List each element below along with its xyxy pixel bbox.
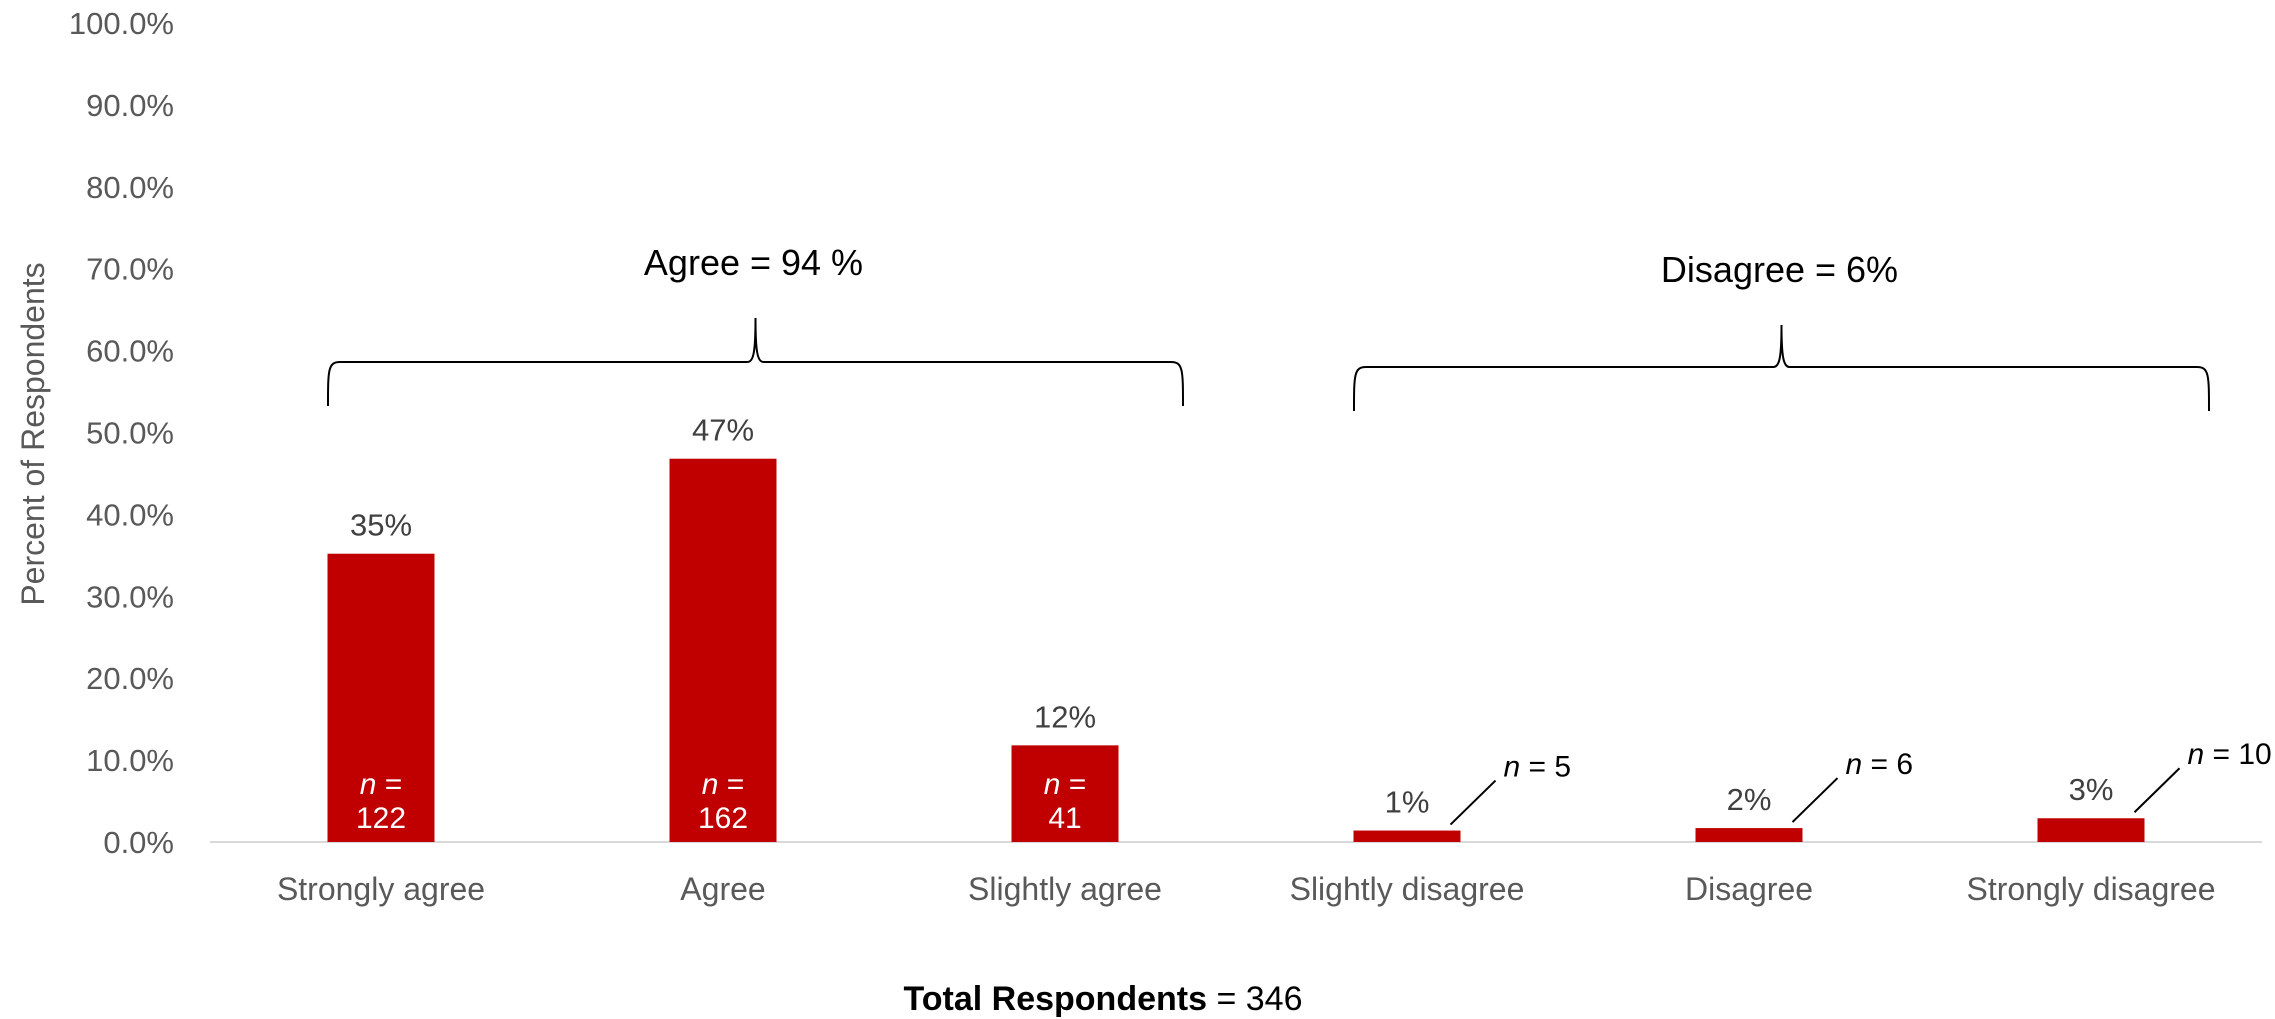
group-label: Disagree = 6% <box>1661 249 1898 290</box>
y-tick-label: 20.0% <box>86 661 174 696</box>
y-tick-label: 90.0% <box>86 88 174 123</box>
count-leader-line <box>1449 779 1497 826</box>
y-axis-ticks: 0.0% 10.0% 20.0% 30.0% 40.0% 50.0% 60.0% 70.0% 8… <box>69 6 174 860</box>
total-respondents-value: = 346 <box>1207 980 1302 1018</box>
y-tick-label: 10.0% <box>86 743 174 778</box>
bar-count-label: n = <box>1044 768 1087 801</box>
x-category-label: Slightly agree <box>968 871 1162 907</box>
group-brace <box>1353 324 2210 412</box>
y-tick-label: 30.0% <box>86 579 174 614</box>
group-brace <box>327 317 1184 407</box>
x-category-label: Disagree <box>1685 871 1813 907</box>
y-tick-label: 80.0% <box>86 170 174 205</box>
x-category-label: Agree <box>680 871 765 907</box>
total-respondents: Total Respondents = 346 <box>904 980 1303 1018</box>
bar-percent-label: 2% <box>1727 782 1772 817</box>
bar-count-label: n = <box>702 768 745 801</box>
bar-count-label: n = 5 <box>1504 751 1572 784</box>
bar-count-label: n = 10 <box>2188 738 2272 771</box>
bar-count-value: 122 <box>356 802 406 835</box>
bar-count-value: 162 <box>698 802 748 835</box>
bar-percent-label: 35% <box>350 508 412 543</box>
total-respondents-label: Total Respondents <box>904 980 1208 1018</box>
bar <box>327 553 435 842</box>
group-annotations: Agree = 94 % Disagree = 6% <box>327 242 2210 412</box>
y-tick-label: 0.0% <box>103 825 174 860</box>
x-category-label: Slightly disagree <box>1290 871 1525 907</box>
bar-percent-label: 3% <box>2069 772 2114 807</box>
y-tick-label: 50.0% <box>86 416 174 451</box>
bar <box>2037 818 2145 842</box>
y-axis-label: Percent of Respondents <box>15 262 51 605</box>
bar <box>1695 828 1803 842</box>
bar <box>1011 745 1119 842</box>
bar-percent-label: 1% <box>1385 785 1430 820</box>
count-leader-line <box>2133 767 2181 813</box>
group-label: Agree = 94 % <box>644 242 863 283</box>
bar <box>1353 830 1461 842</box>
count-leader-line <box>1791 777 1839 823</box>
y-tick-label: 70.0% <box>86 252 174 287</box>
bar-count-value: 41 <box>1048 802 1081 835</box>
bar-count-label: n = 6 <box>1846 748 1914 781</box>
y-tick-label: 100.0% <box>69 6 174 41</box>
x-category-label: Strongly disagree <box>1966 871 2215 907</box>
bar-count-label: n = <box>360 768 403 801</box>
y-tick-label: 40.0% <box>86 497 174 532</box>
bar <box>669 458 777 842</box>
y-tick-label: 60.0% <box>86 334 174 369</box>
x-axis-categories: Strongly agree Agree Slightly agree Slightl… <box>277 871 2216 907</box>
bar-percent-label: 12% <box>1034 699 1096 734</box>
x-category-label: Strongly agree <box>277 871 485 907</box>
bar-percent-label: 47% <box>692 413 754 448</box>
